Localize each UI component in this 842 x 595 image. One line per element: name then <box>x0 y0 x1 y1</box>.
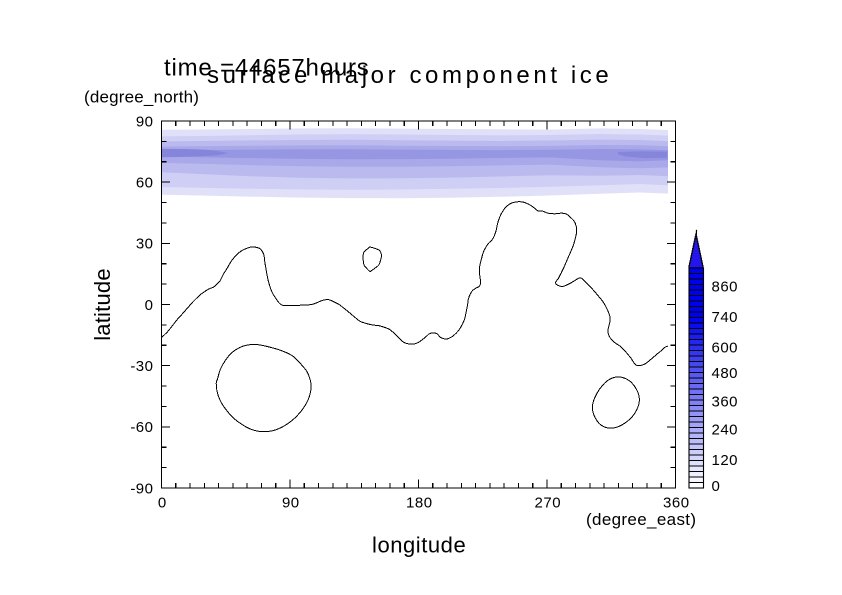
svg-text:360: 360 <box>663 495 690 512</box>
svg-text:(degree_north): (degree_north) <box>84 88 199 107</box>
svg-text:time =44657hours: time =44657hours <box>164 55 370 82</box>
svg-text:360: 360 <box>712 393 739 410</box>
svg-text:longitude: longitude <box>372 533 466 558</box>
svg-text:latitude: latitude <box>90 268 115 341</box>
svg-text:480: 480 <box>712 365 739 382</box>
svg-text:860: 860 <box>712 278 739 295</box>
svg-text:-30: -30 <box>130 358 153 375</box>
svg-text:-90: -90 <box>130 480 153 497</box>
svg-text:180: 180 <box>406 495 433 512</box>
svg-text:90: 90 <box>136 113 154 130</box>
svg-text:0: 0 <box>712 478 721 495</box>
svg-text:-60: -60 <box>130 419 153 436</box>
svg-text:270: 270 <box>535 495 562 512</box>
svg-text:120: 120 <box>712 452 739 469</box>
svg-text:0: 0 <box>158 495 167 512</box>
svg-text:60: 60 <box>136 175 154 192</box>
svg-text:30: 30 <box>136 236 154 253</box>
svg-text:(degree_east): (degree_east) <box>586 510 696 529</box>
svg-text:0: 0 <box>145 297 154 314</box>
svg-text:90: 90 <box>282 495 300 512</box>
svg-text:740: 740 <box>712 309 739 326</box>
svg-text:600: 600 <box>712 339 739 356</box>
svg-text:surface major component ice: surface major component ice <box>207 62 612 89</box>
svg-text:240: 240 <box>712 422 739 439</box>
